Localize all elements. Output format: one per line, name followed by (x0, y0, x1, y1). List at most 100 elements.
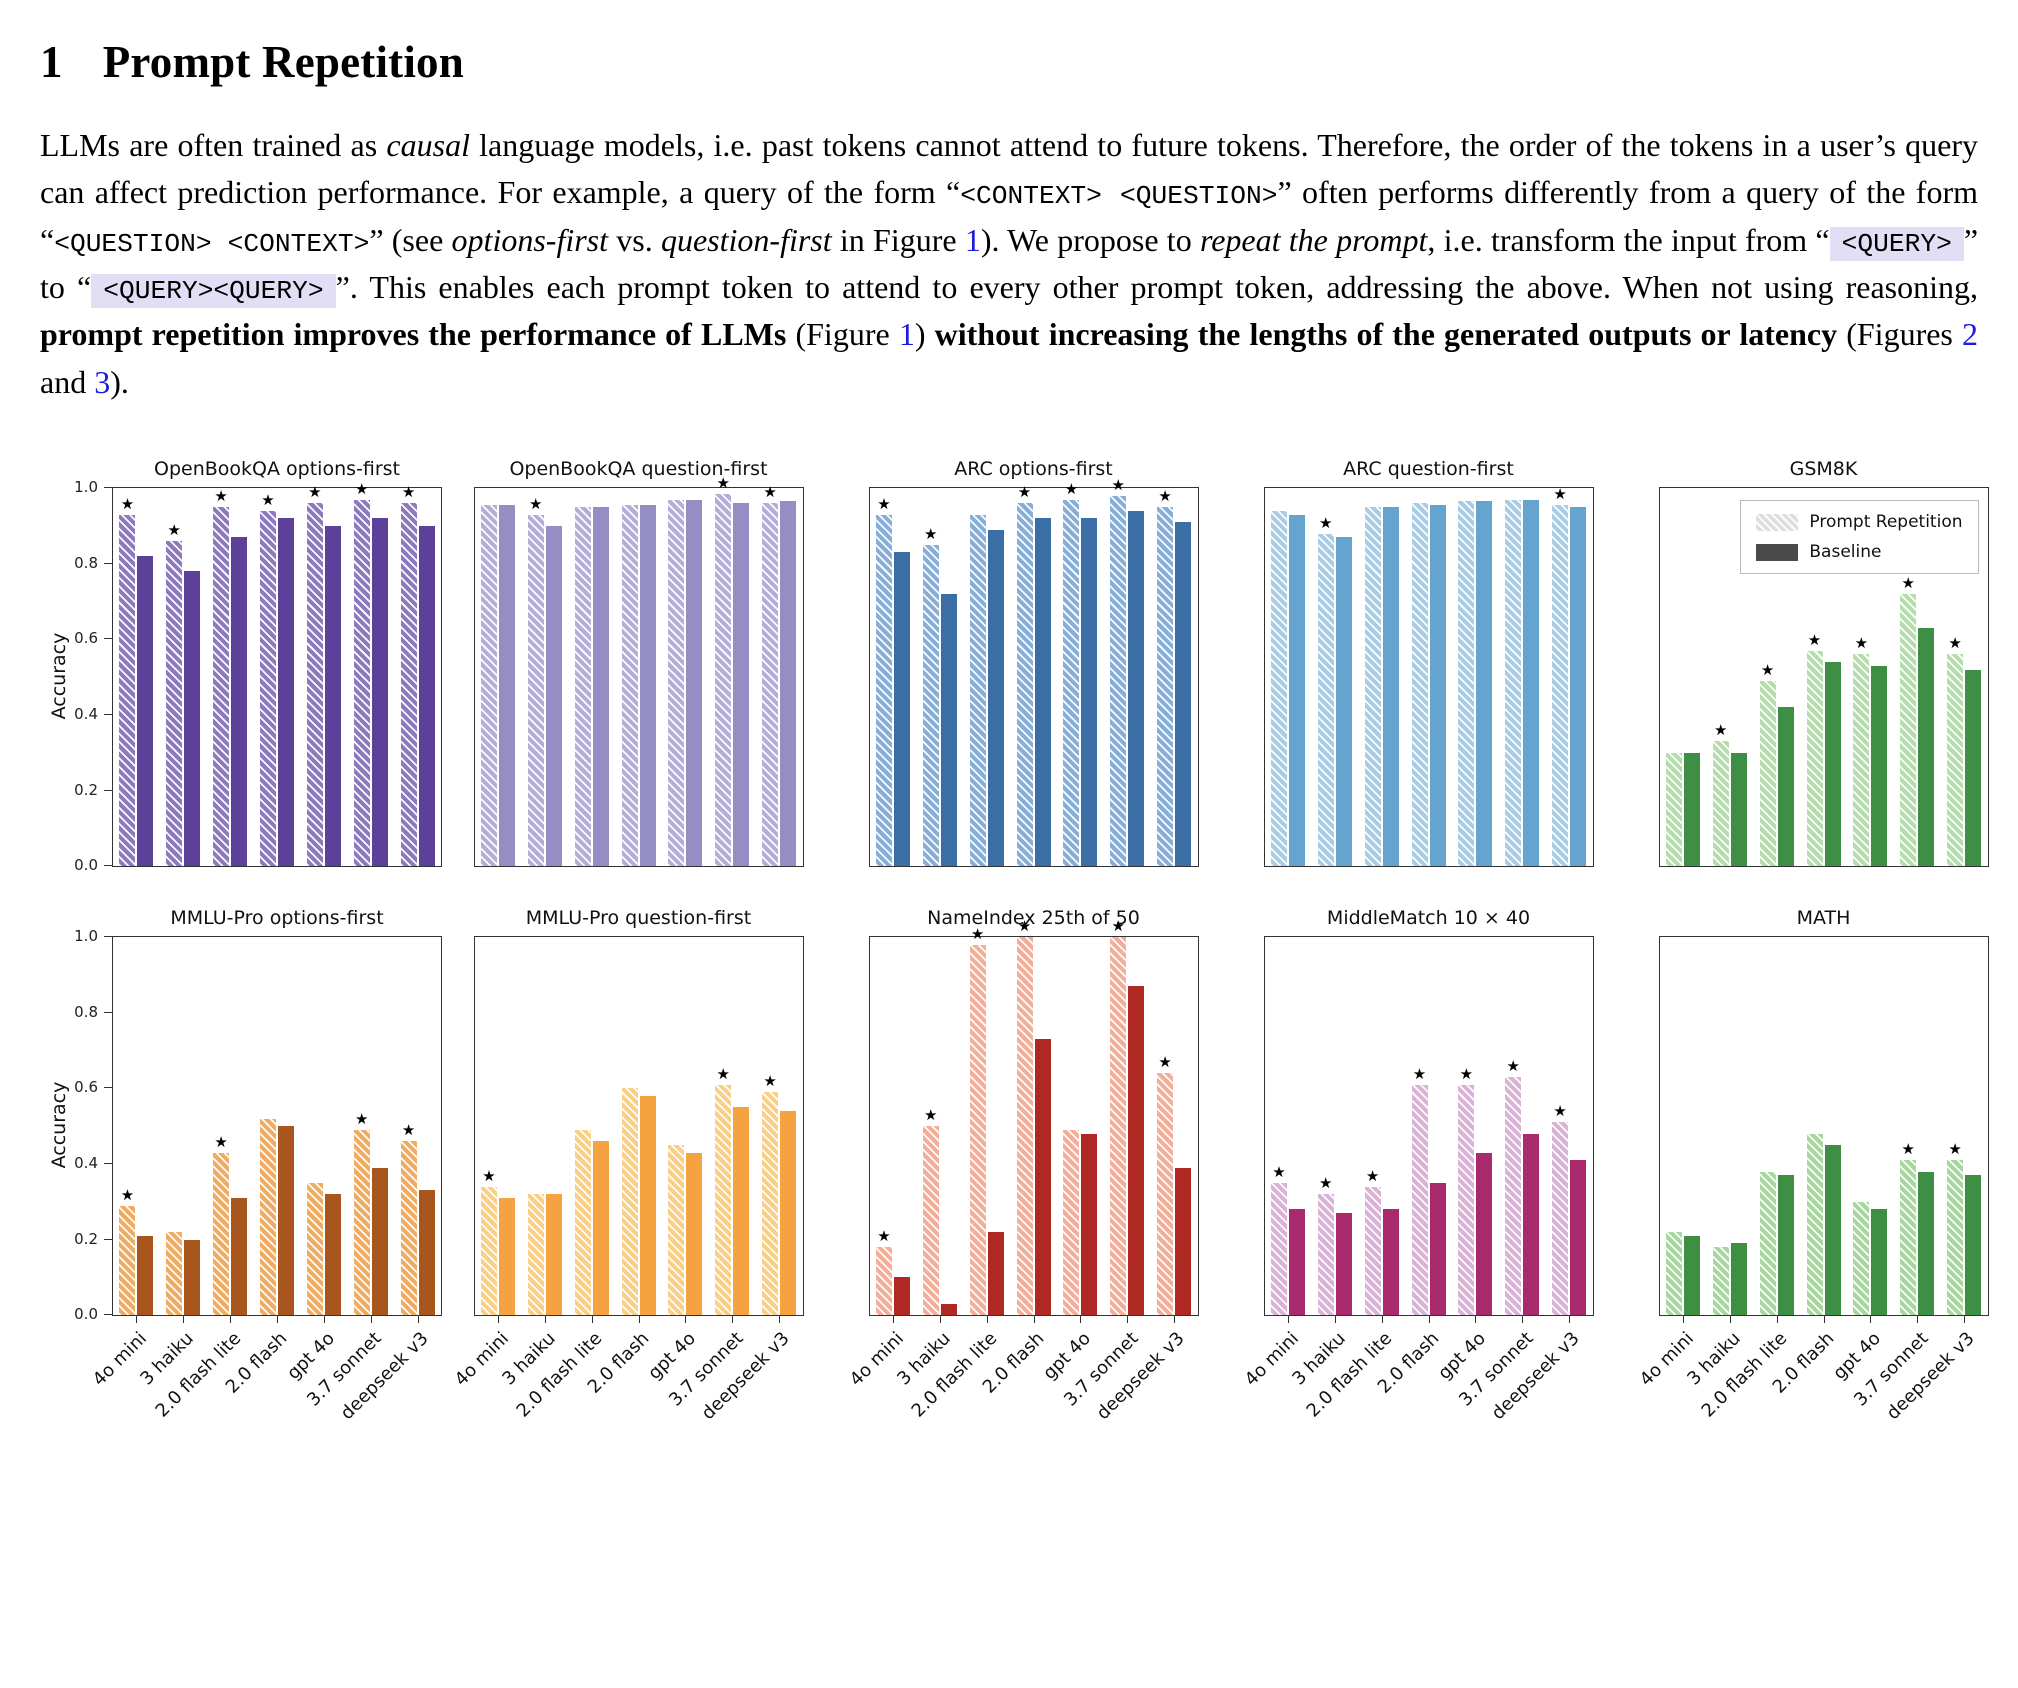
bar-group (916, 488, 963, 867)
chart-title: OpenBookQA question-first (509, 458, 768, 481)
bar-baseline (893, 552, 910, 867)
bar-group (1010, 937, 1057, 1316)
chart-arc-options-first: ARC options-first ★ ★ ★ ★ ★ ★ (836, 458, 1231, 868)
bar-group (1800, 937, 1847, 1316)
chart-middlematch-10-40: MiddleMatch 10 × 40 ★ ★ ★ ★ ★ ★ ★ 4o mini 3 haiku… (1231, 907, 1626, 1461)
bar-baseline (940, 1303, 957, 1316)
x-tick-mark (370, 1316, 372, 1324)
figure-reference-link[interactable]: 2 (1962, 316, 1979, 353)
x-tick-mark (892, 1316, 894, 1324)
figure-reference-link[interactable]: 1 (964, 221, 981, 258)
y-tick-label: 0.6 (74, 1078, 98, 1097)
bar-baseline (686, 499, 703, 867)
bar-prompt-repetition (119, 514, 136, 867)
x-axis-labels: 4o mini 3 haiku 2.0 flash lite 2.0 flash gpt… (89, 1316, 442, 1461)
winner-star: ★ (1272, 1162, 1286, 1181)
bar-prompt-repetition (668, 1145, 685, 1316)
bar-prompt-repetition (353, 1129, 370, 1316)
bar-baseline (1523, 499, 1540, 867)
bar-group (475, 937, 522, 1316)
y-tick-mark (104, 936, 112, 938)
winner-star: ★ (763, 483, 777, 502)
winner-star: ★ (214, 1132, 228, 1151)
bar-prompt-repetition (574, 507, 591, 867)
text-segment-code: <QUESTION> <CONTEXT> (54, 228, 370, 259)
bar-prompt-repetition (1270, 1182, 1287, 1316)
winner-star: ★ (1158, 487, 1172, 506)
bar-group (1499, 488, 1546, 867)
bar-group (1358, 937, 1405, 1316)
figure-row: MMLU-Pro options-first Accuracy 0.0 0.2 0.4 0… (46, 907, 1989, 1461)
bar-group (756, 488, 803, 867)
bar-baseline (545, 1194, 562, 1316)
bar-prompt-repetition (1505, 1077, 1522, 1316)
bar-group (1010, 488, 1057, 867)
chart-title: NameIndex 25th of 50 (927, 907, 1140, 930)
figure-reference-link[interactable]: 1 (898, 316, 915, 353)
bar-group (254, 937, 301, 1316)
bar-baseline (592, 1141, 609, 1316)
bar-group (207, 937, 254, 1316)
text-segment-bold: without increasing the lengths of the ge… (934, 316, 1838, 353)
bar-prompt-repetition (1016, 937, 1033, 1316)
figure-reference-link[interactable]: 3 (94, 363, 111, 400)
bar-baseline (231, 537, 248, 867)
x-axis-labels: 4o mini 3 haiku 2.0 flash lite 2.0 flash gpt… (450, 1316, 804, 1461)
bar-group (709, 937, 756, 1316)
bar-group (756, 937, 803, 1316)
bar-prompt-repetition (1317, 533, 1334, 867)
chart-math: MATH ★ ★ 4o mini 3 haiku 2.0 flash lite 2.0 fl… (1626, 907, 2018, 1461)
x-axis-labels: 4o mini 3 haiku 2.0 flash lite 2.0 flash gpt… (845, 1316, 1199, 1461)
x-tick-mark (1870, 1316, 1872, 1324)
winner-star: ★ (529, 494, 543, 513)
bar-group (521, 937, 568, 1316)
bar-group (1358, 488, 1405, 867)
bar-baseline (1965, 1175, 1982, 1316)
legend-row: Prompt Repetition (1756, 512, 1963, 532)
bar-baseline (639, 1095, 656, 1316)
bar-baseline (324, 1194, 341, 1316)
x-tick-mark (638, 1316, 640, 1324)
winner-star: ★ (1901, 574, 1915, 592)
x-tick-label: 4o mini (845, 1328, 908, 1391)
bar-baseline (1730, 752, 1747, 867)
bar-group (300, 937, 347, 1316)
bar-baseline (780, 1111, 797, 1316)
chart-title: ARC options-first (954, 458, 1113, 481)
bar-baseline (1730, 1243, 1747, 1316)
bar-group (160, 488, 207, 867)
x-tick-mark (685, 1316, 687, 1324)
bar-baseline (1476, 501, 1493, 867)
bar-baseline (1382, 1209, 1399, 1316)
winner-star: ★ (1017, 917, 1032, 936)
chart-title: MMLU-Pro question-first (525, 907, 752, 930)
text-segment-codehl: <QUERY> (1829, 226, 1964, 261)
y-tick-label: 0.4 (74, 704, 98, 723)
bar-baseline (733, 1107, 750, 1316)
bar-baseline (1382, 507, 1399, 867)
bar-group (568, 488, 615, 867)
x-tick-mark (1428, 1316, 1430, 1324)
bar-group (1311, 937, 1358, 1316)
y-axis-label: Accuracy (48, 1081, 70, 1169)
winner-star: ★ (1901, 1140, 1915, 1159)
bar-prompt-repetition (1759, 680, 1776, 867)
winner-star: ★ (1553, 1102, 1567, 1121)
bar-baseline (184, 1239, 201, 1316)
bar-baseline (893, 1277, 910, 1316)
bar-baseline (780, 501, 797, 867)
bar-prompt-repetition (527, 514, 544, 867)
bar-group (394, 488, 441, 867)
winner-star: ★ (1459, 1064, 1474, 1083)
bar-prompt-repetition (621, 505, 638, 867)
x-tick-mark (986, 1316, 988, 1324)
bar-prompt-repetition (762, 503, 779, 867)
bar-prompt-repetition (1806, 1133, 1823, 1316)
x-tick-mark (732, 1316, 734, 1324)
bar-prompt-repetition (400, 503, 417, 867)
y-tick-mark (104, 1011, 112, 1013)
section-number: 1 (40, 37, 63, 87)
bar-baseline (1288, 1209, 1305, 1316)
bar-baseline (1918, 1171, 1935, 1316)
bar-baseline (1918, 628, 1935, 867)
